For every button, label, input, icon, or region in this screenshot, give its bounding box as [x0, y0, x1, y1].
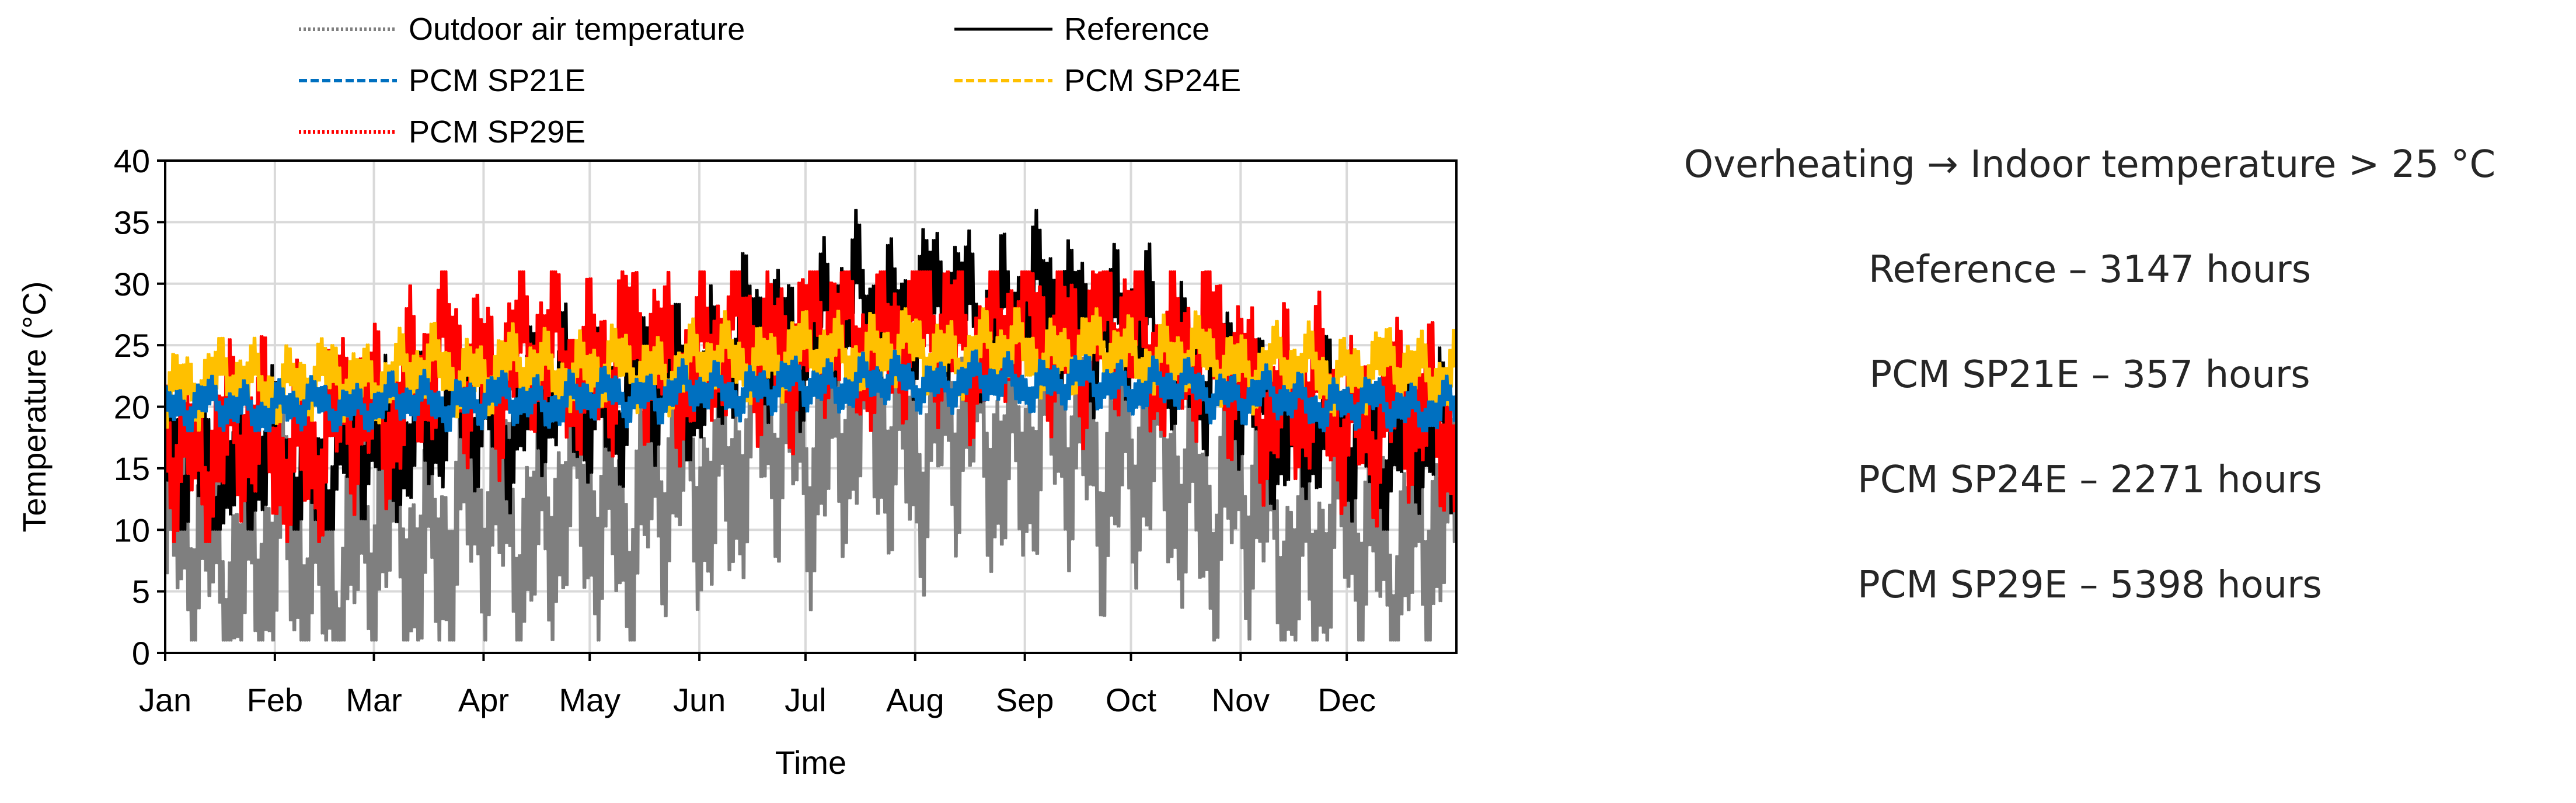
x-tick-label: Aug	[886, 682, 944, 718]
legend-label: PCM SP24E	[1064, 63, 1241, 98]
overheating-info-panel: Overheating → Indoor temperature > 25 °C…	[1623, 146, 2557, 672]
x-tick-label: May	[559, 682, 621, 718]
y-tick-label: 30	[114, 266, 150, 303]
legend-label: PCM SP21E	[409, 63, 585, 98]
overheating-definition: Overheating → Indoor temperature > 25 °C	[1683, 143, 2496, 186]
y-tick-label: 35	[114, 204, 150, 241]
x-tick-label: Nov	[1212, 682, 1270, 718]
y-axis-title: Temperature (°C)	[16, 281, 53, 532]
y-tick-label: 10	[114, 512, 150, 548]
legend-label: PCM SP29E	[409, 114, 585, 150]
legend-label: Reference	[1064, 12, 1209, 47]
series-pcm-sp21e	[164, 349, 1458, 433]
plot-area	[164, 208, 1458, 642]
y-tick-label: 20	[114, 389, 150, 426]
y-tick-label: 40	[114, 142, 150, 179]
y-tick-label: 5	[132, 573, 150, 610]
x-tick-label: Dec	[1317, 682, 1376, 718]
y-tick-label: 25	[114, 327, 150, 364]
x-tick-label: Oct	[1106, 682, 1157, 718]
series-outdoor-air-temperature	[164, 356, 1458, 642]
x-tick-label: Jul	[785, 682, 827, 718]
y-tick-label: 15	[114, 450, 150, 487]
x-tick-label: Apr	[458, 682, 509, 718]
x-axis-title: Time	[775, 744, 846, 781]
chart: Outdoor air temperature Reference PCM SP21…	[16, 12, 1458, 781]
legend-label: Outdoor air temperature	[409, 12, 745, 47]
x-tick-label: Feb	[247, 682, 304, 718]
x-tick-label: Jan	[139, 682, 191, 718]
y-tick-label: 0	[132, 635, 150, 672]
x-tick-label: Sep	[996, 682, 1054, 718]
overheating-sp21e-hours: PCM SP21E – 357 hours	[1869, 353, 2310, 397]
x-tick-label: Jun	[673, 682, 726, 718]
legend: Outdoor air temperature Reference PCM SP21…	[299, 12, 1241, 150]
overheating-reference-hours: Reference – 3147 hours	[1868, 248, 2312, 291]
axes: 0 5 10 15 20 25 30 35 40 Jan Feb Mar Apr May Jun Jul Aug…	[16, 142, 1458, 781]
x-tick-label: Mar	[346, 682, 402, 718]
overheating-sp29e-hours: PCM SP29E – 5398 hours	[1857, 564, 2322, 607]
overheating-sp24e-hours: PCM SP24E – 2271 hours	[1857, 458, 2322, 502]
